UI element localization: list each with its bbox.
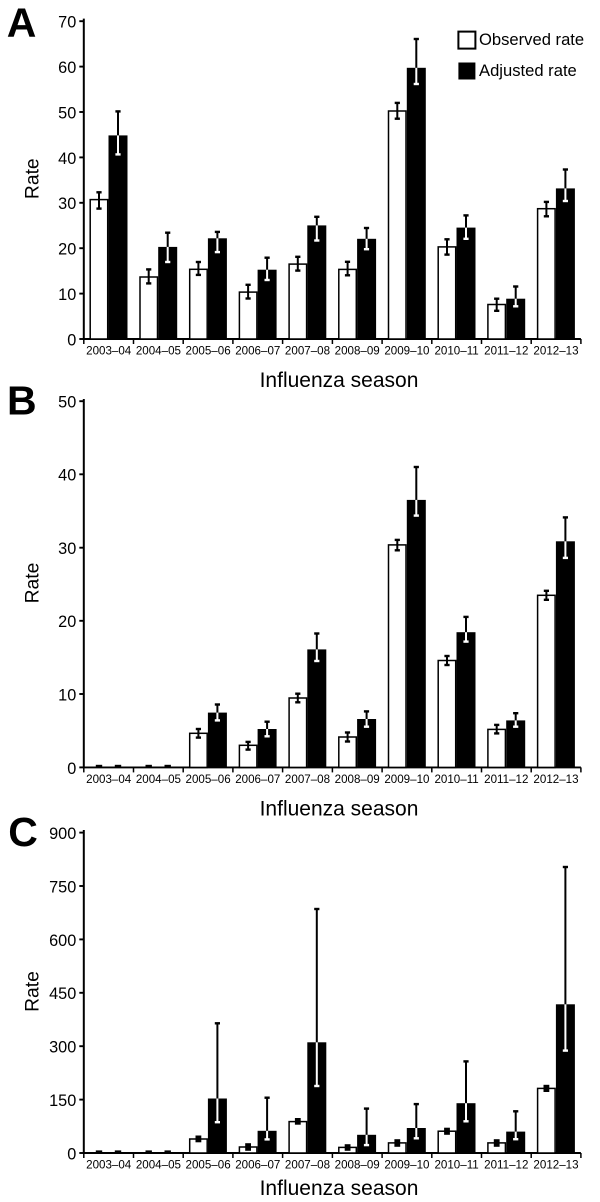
svg-text:2008–09: 2008–09 [335, 345, 380, 358]
svg-text:0: 0 [67, 1145, 76, 1163]
svg-text:600: 600 [49, 932, 76, 950]
svg-text:2011–12: 2011–12 [484, 773, 528, 786]
svg-text:Influenza season: Influenza season [260, 369, 419, 392]
svg-text:A: A [7, 0, 37, 45]
svg-text:2005–06: 2005–06 [186, 1158, 231, 1171]
svg-text:2003–04: 2003–04 [86, 1158, 132, 1171]
svg-text:C: C [8, 809, 38, 855]
svg-text:10: 10 [58, 686, 76, 704]
svg-text:2011–12: 2011–12 [484, 345, 528, 358]
svg-text:Rate: Rate [23, 971, 44, 1012]
svg-text:2007–08: 2007–08 [285, 345, 330, 358]
svg-text:2007–08: 2007–08 [285, 1158, 330, 1171]
svg-text:Rate: Rate [23, 158, 44, 199]
svg-text:2008–09: 2008–09 [335, 1158, 380, 1171]
svg-text:10: 10 [58, 286, 76, 304]
svg-text:60: 60 [58, 59, 76, 77]
svg-text:0: 0 [67, 331, 76, 349]
svg-text:Adjusted rate: Adjusted rate [479, 61, 577, 80]
svg-text:2004–05: 2004–05 [136, 1158, 181, 1171]
svg-text:30: 30 [58, 540, 76, 558]
svg-text:2003–04: 2003–04 [86, 345, 132, 358]
svg-text:50: 50 [58, 104, 76, 122]
svg-text:2004–05: 2004–05 [136, 773, 181, 786]
svg-text:2012–13: 2012–13 [533, 1158, 578, 1171]
svg-text:2009–10: 2009–10 [384, 1158, 429, 1171]
svg-text:2007–08: 2007–08 [285, 773, 330, 786]
svg-text:Rate: Rate [23, 563, 44, 604]
svg-text:2010–11: 2010–11 [434, 345, 478, 358]
svg-text:2006–07: 2006–07 [235, 1158, 280, 1171]
svg-text:2009–10: 2009–10 [384, 773, 429, 786]
svg-text:750: 750 [49, 878, 76, 896]
svg-text:B: B [7, 378, 37, 424]
svg-text:2006–07: 2006–07 [235, 773, 280, 786]
svg-text:2012–13: 2012–13 [533, 345, 578, 358]
svg-text:0: 0 [67, 760, 76, 778]
svg-text:20: 20 [58, 241, 76, 259]
svg-text:2010–11: 2010–11 [434, 773, 478, 786]
svg-text:300: 300 [49, 1039, 76, 1057]
svg-text:Influenza season: Influenza season [260, 797, 419, 820]
svg-text:900: 900 [49, 825, 76, 843]
svg-text:2012–13: 2012–13 [533, 773, 578, 786]
svg-text:40: 40 [58, 467, 76, 485]
svg-text:2005–06: 2005–06 [186, 345, 231, 358]
svg-text:2006–07: 2006–07 [235, 345, 280, 358]
svg-text:40: 40 [58, 150, 76, 168]
svg-text:Influenza season: Influenza season [260, 1177, 419, 1200]
svg-text:2009–10: 2009–10 [384, 345, 429, 358]
svg-text:2003–04: 2003–04 [86, 773, 132, 786]
svg-text:2010–11: 2010–11 [434, 1158, 478, 1171]
svg-text:30: 30 [58, 195, 76, 213]
svg-text:2004–05: 2004–05 [136, 345, 181, 358]
svg-text:2008–09: 2008–09 [335, 773, 380, 786]
svg-text:2005–06: 2005–06 [186, 773, 231, 786]
svg-text:70: 70 [58, 14, 76, 32]
svg-text:50: 50 [58, 394, 76, 412]
svg-text:150: 150 [49, 1092, 76, 1110]
svg-text:2011–12: 2011–12 [484, 1158, 528, 1171]
svg-text:450: 450 [49, 985, 76, 1003]
svg-text:Observed rate: Observed rate [479, 30, 584, 49]
svg-text:20: 20 [58, 613, 76, 631]
